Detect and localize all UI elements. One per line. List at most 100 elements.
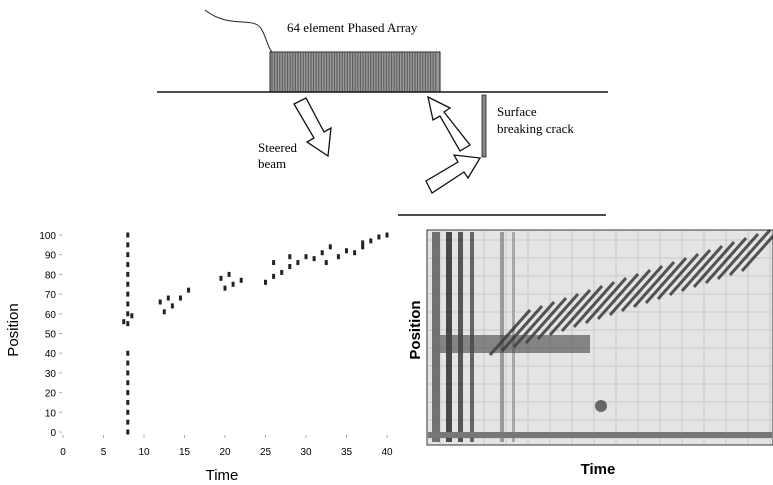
point [126,419,130,425]
image-streak [656,253,700,300]
y-tick-label: 40 [45,349,57,360]
point [312,256,316,262]
y-tick-label: 90 [45,251,57,262]
point [126,271,130,277]
point [324,260,328,266]
point [187,287,191,293]
point [361,244,365,250]
point [385,232,389,238]
image-streak [740,233,773,272]
point [227,271,231,277]
point [126,380,130,386]
point [272,273,276,279]
reflected-arrow [425,154,482,194]
point [126,281,130,287]
point [288,254,292,260]
point [219,275,223,281]
x-tick-label: 20 [219,447,231,458]
point [126,370,130,376]
point [130,313,134,319]
point [126,321,130,327]
crack [481,94,487,158]
b-scan-image [426,229,773,446]
image-y-label: Position [407,300,424,359]
diffracted-arrow [427,95,471,152]
image-streak [620,265,664,312]
point [126,291,130,297]
point [170,303,174,309]
image-band [440,335,590,353]
point [158,299,162,305]
point [166,295,170,301]
transducer-elements [271,53,437,91]
point [377,234,381,240]
y-tick-label: 10 [45,408,57,419]
y-tick-label: 50 [45,330,57,341]
arrows [293,95,482,194]
crack-label: Surface [497,104,537,119]
image-streak [704,237,748,284]
steered-beam-arrow [293,97,332,158]
point [336,254,340,260]
x-tick-label: 15 [179,447,191,458]
image-streak [680,245,724,292]
image-streak [716,233,760,280]
point [126,429,130,435]
array-label: 64 element Phased Array [287,20,418,35]
x-tick-label: 0 [60,447,66,458]
chart: 0 10 20 30 40 50 60 70 80 90 100 0 5 10 15 20 25 30 35 40 [39,231,393,458]
point [239,277,243,283]
beam-label: beam [258,156,286,171]
point [345,248,348,254]
point [126,311,130,317]
x-tick-label: 35 [341,447,353,458]
y-tick-label: 100 [39,231,56,242]
point [223,285,227,291]
y-tick-label: 70 [45,290,57,301]
y-tick-label: 0 [50,428,56,439]
point [296,260,300,266]
image-streak [692,241,736,288]
y-tick-label: 20 [45,389,57,400]
y-tick-label: 30 [45,369,57,380]
point [126,232,130,238]
point [126,242,130,248]
point [304,254,308,260]
image-streak [728,229,772,276]
image-streak [608,269,652,316]
y-tick-label: 80 [45,270,57,281]
y-tick-label: 60 [45,310,57,321]
image-x-label: Time [581,461,616,478]
x-tick-label: 30 [300,447,312,458]
image-streak [536,293,580,340]
x-tick-label: 40 [381,447,393,458]
image-spot [595,400,607,412]
point [369,238,373,244]
point [126,252,130,258]
point [353,250,357,256]
point [126,301,130,307]
cable [204,9,273,53]
point [361,240,365,246]
crack-label: breaking crack [497,121,574,136]
image-streak [632,261,676,308]
point [264,279,267,285]
point [231,281,235,287]
point [126,399,130,405]
point [280,269,284,275]
x-tick-label: 5 [101,447,107,458]
y-axis-label: Position [5,303,22,356]
point [126,390,130,396]
x-tick-label: 10 [138,447,150,458]
point [162,309,166,315]
point [288,264,292,270]
point [126,350,130,356]
point [328,244,332,250]
image-streak [560,285,604,332]
beam-label: Steered [258,140,297,155]
image-streak [668,249,712,296]
x-tick-label: 25 [260,447,272,458]
point [126,262,130,268]
image-streak [572,281,616,328]
